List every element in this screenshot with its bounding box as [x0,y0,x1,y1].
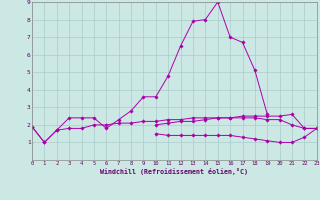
X-axis label: Windchill (Refroidissement éolien,°C): Windchill (Refroidissement éolien,°C) [100,168,248,175]
